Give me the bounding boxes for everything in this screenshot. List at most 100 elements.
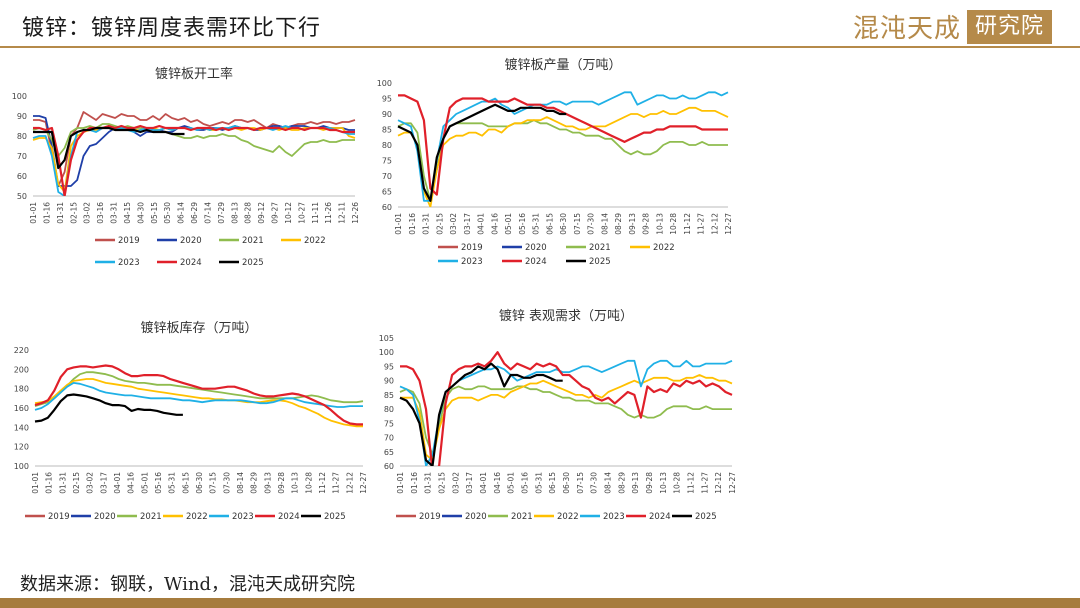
y-tick-label: 140 [14, 423, 29, 432]
x-tick-label: 10-12 [284, 202, 293, 224]
x-tick-label: 04-16 [490, 213, 499, 235]
y-tick-label: 90 [382, 110, 392, 119]
x-tick-label: 12-11 [338, 202, 347, 224]
legend-label-2019: 2019 [118, 236, 140, 246]
y-tick-label: 220 [14, 346, 29, 355]
brand-box: 研究院 [966, 9, 1052, 44]
x-tick-label: 08-13 [230, 202, 239, 224]
series-line-2022 [34, 378, 363, 428]
y-tick-label: 160 [14, 404, 29, 413]
x-tick-label: 03-17 [465, 472, 474, 494]
x-tick-label: 08-14 [236, 472, 245, 494]
brand-logo: 混沌天成 研究院 [853, 8, 1052, 45]
series-line-2023 [397, 91, 729, 202]
brand-text: 混沌天成 [852, 14, 961, 44]
x-tick-label: 08-29 [250, 472, 259, 494]
legend-label-2023: 2023 [461, 257, 483, 267]
x-tick-label: 01-31 [56, 202, 65, 224]
y-tick-label: 75 [382, 157, 392, 166]
series-line-2019 [33, 111, 356, 187]
x-tick-label: 08-28 [244, 202, 253, 224]
series-line-2024 [400, 351, 733, 466]
y-tick-label: 80 [384, 405, 394, 414]
x-tick-label: 07-14 [203, 202, 212, 224]
legend-label-2022: 2022 [653, 243, 675, 253]
series-line-2025 [33, 126, 185, 170]
x-tick-label: 09-13 [263, 472, 272, 494]
x-tick-label: 05-31 [534, 472, 543, 494]
y-tick-label: 50 [17, 192, 27, 201]
legend-label-2025: 2025 [589, 257, 611, 267]
series-line-2022 [397, 106, 729, 207]
x-tick-label: 05-31 [532, 213, 541, 235]
y-tick-label: 100 [377, 79, 392, 88]
legend-label-2020: 2020 [180, 236, 202, 246]
x-tick-label: 04-01 [479, 472, 488, 494]
x-tick-label: 10-28 [673, 472, 682, 494]
series-line-2025 [34, 393, 183, 423]
x-tick-label: 03-02 [451, 472, 460, 494]
x-tick-label: 05-16 [154, 472, 163, 494]
x-tick-label: 11-27 [700, 472, 709, 494]
legend-label-2022: 2022 [557, 512, 579, 522]
y-tick-label: 100 [12, 92, 27, 101]
x-tick-label: 05-01 [140, 472, 149, 494]
y-tick-label: 100 [379, 348, 394, 357]
series-line-2024 [398, 94, 728, 196]
chart-title: 镀锌板开工率 [155, 66, 233, 82]
x-tick-label: 12-27 [724, 213, 733, 235]
x-tick-label: 05-01 [504, 213, 513, 235]
y-tick-label: 90 [17, 112, 27, 121]
chart-title: 镀锌板库存（万吨） [140, 320, 257, 336]
legend-label-2024: 2024 [649, 512, 671, 522]
x-tick-label: 01-31 [58, 472, 67, 494]
chart-galvanized-operating-rate: 镀锌板开工率 50 60 70 80 90 100 01-01 01-16 01-31 02-15 0… [12, 66, 360, 268]
x-tick-label: 01-01 [29, 202, 38, 224]
legend-label-2019: 2019 [419, 512, 441, 522]
legend-label-2021: 2021 [140, 512, 162, 522]
x-tick-label: 05-15 [150, 202, 159, 224]
x-tick-label: 06-15 [181, 472, 190, 494]
y-tick-label: 95 [382, 95, 392, 104]
x-tick-label: 11-12 [683, 213, 692, 235]
series-line-2021 [34, 371, 364, 407]
x-tick-label: 03-02 [449, 213, 458, 235]
x-tick-label: 09-13 [631, 472, 640, 494]
legend-label-2024: 2024 [525, 257, 547, 267]
x-tick-label: 01-16 [42, 202, 51, 224]
x-tick-label: 02-15 [438, 472, 447, 494]
x-tick-label: 06-30 [562, 472, 571, 494]
chart-galvanized-inventory: 镀锌板库存（万吨） 100 120 140 160 180 200 220 01-01 01-16… [14, 320, 368, 522]
legend-label-2020: 2020 [525, 243, 547, 253]
y-tick-label: 70 [382, 172, 392, 181]
x-tick-label: 01-16 [410, 472, 419, 494]
x-tick-label: 03-31 [110, 202, 119, 224]
x-tick-label: 06-30 [195, 472, 204, 494]
x-tick-label: 06-15 [545, 213, 554, 235]
header-divider [0, 46, 1080, 48]
series-line-2022 [400, 374, 733, 462]
x-tick-label: 04-01 [477, 213, 486, 235]
x-tick-label: 11-27 [332, 472, 341, 494]
x-tick-label: 05-31 [168, 472, 177, 494]
x-tick-label: 10-27 [297, 202, 306, 224]
y-tick-label: 75 [384, 419, 394, 428]
y-tick-label: 180 [14, 385, 29, 394]
y-tick-label: 200 [14, 365, 29, 374]
x-tick-label: 10-13 [659, 472, 668, 494]
x-tick-label: 10-13 [291, 472, 300, 494]
x-tick-label: 08-14 [600, 213, 609, 235]
legend-label-2023: 2023 [118, 258, 140, 268]
legend-label-2025: 2025 [324, 512, 346, 522]
legend-label-2024: 2024 [180, 258, 202, 268]
y-tick-label: 90 [384, 377, 394, 386]
x-tick-label: 12-27 [728, 472, 737, 494]
series-line-2021 [399, 385, 732, 456]
x-tick-label: 01-16 [45, 472, 54, 494]
x-tick-label: 01-01 [394, 213, 403, 235]
y-tick-label: 85 [384, 391, 394, 400]
x-tick-label: 09-28 [642, 213, 651, 235]
x-tick-label: 12-12 [710, 213, 719, 235]
x-tick-label: 09-27 [271, 202, 280, 224]
x-tick-label: 04-30 [136, 202, 145, 224]
